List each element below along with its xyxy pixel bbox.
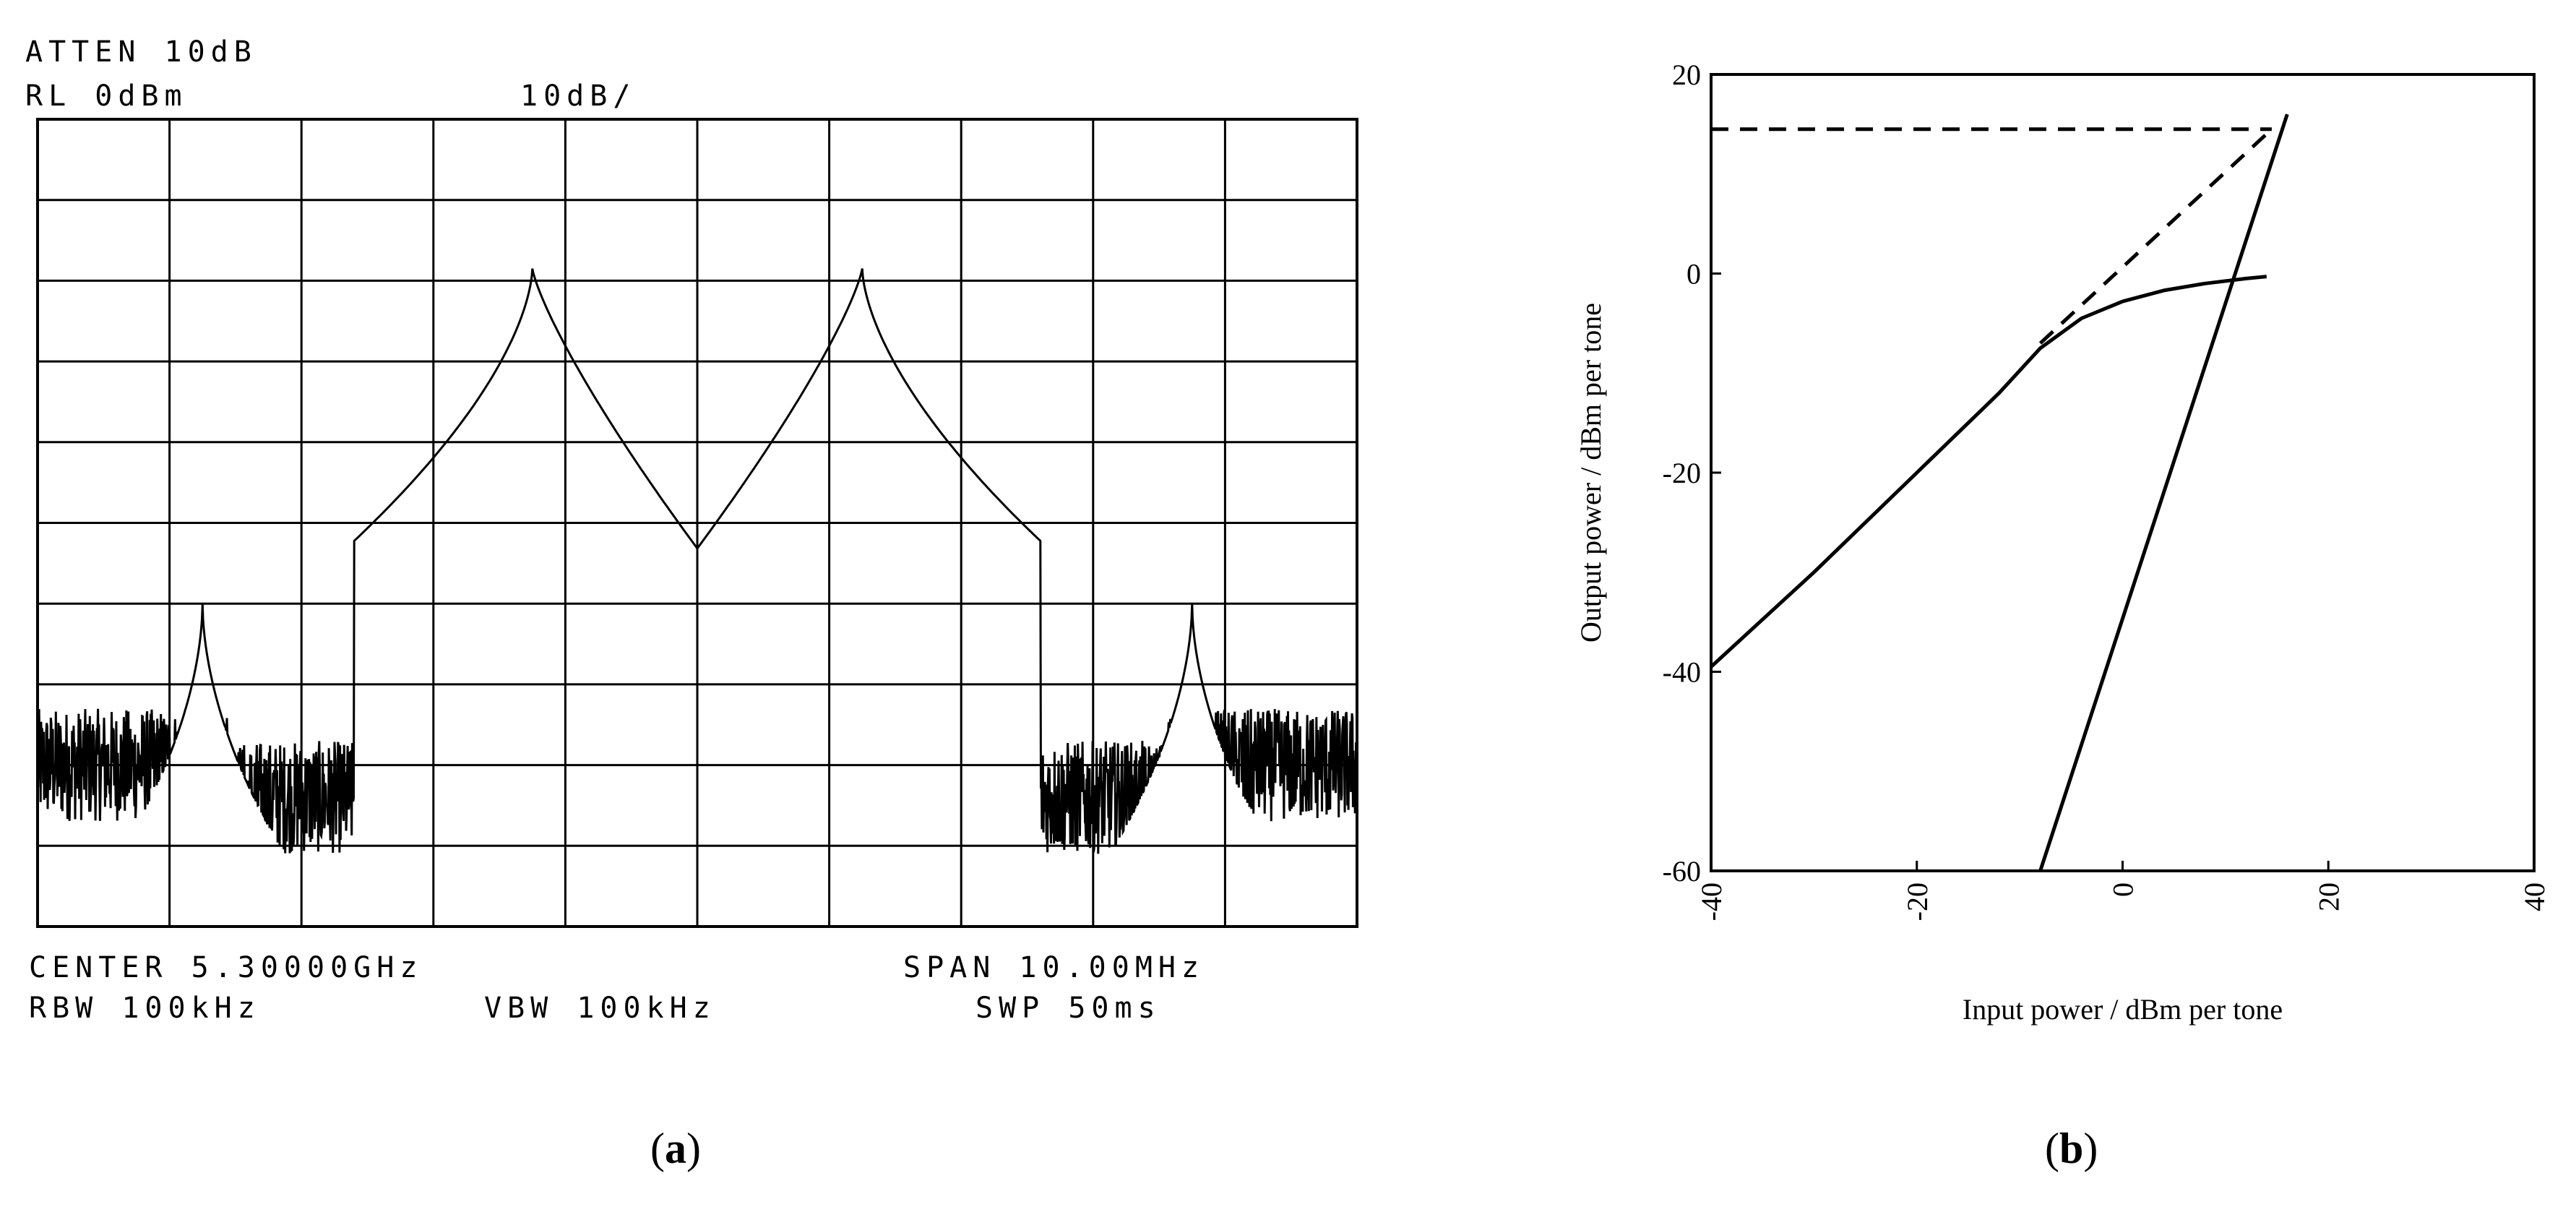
y-tick-label: 20 <box>1672 59 1701 91</box>
panel-label-a: (a) <box>650 1125 701 1172</box>
center-freq-label: CENTER 5.30000GHz <box>29 951 423 984</box>
sweep-label: SWP 50ms <box>975 992 1161 1025</box>
x-tick-label: 40 <box>2518 882 2551 911</box>
atten-label: ATTEN 10dB <box>25 35 257 69</box>
vbw-label: VBW 100kHz <box>484 992 716 1025</box>
spectrum-grid <box>36 118 1358 928</box>
ip3-panel: 20 0 -20 -40 -60 -40 -20 0 20 40 Input power / dB… <box>1517 0 2576 1209</box>
y-tick-label: -40 <box>1663 656 1701 689</box>
ip3-chart: 200-20-40-60-40 -20 0 20 40 Input power / dB… <box>1575 59 2551 1026</box>
spectrum-trace <box>36 268 1358 854</box>
y-axis-label: Output power / dBm per tone <box>1575 303 1607 642</box>
x-tick-label: -20 <box>1901 882 1934 921</box>
x-tick-label: -40 <box>1695 882 1728 921</box>
series-line-0 <box>1710 275 2267 669</box>
ref-level-label: RL 0dBm <box>25 79 188 113</box>
spectrum-chart: ATTEN 10dB RL 0dBm 10dB/ CENTER 5.30000G… <box>25 35 1358 1025</box>
span-label: SPAN 10.00MHz <box>903 951 1205 984</box>
x-tick-label: 20 <box>2312 882 2345 911</box>
plot-frame <box>1710 73 2536 872</box>
x-tick-label: 0 <box>2107 882 2140 897</box>
x-axis-label: Input power / dBm per tone <box>1963 993 2283 1026</box>
y-tick-label: -60 <box>1663 855 1701 887</box>
ip3-axes: 200-20-40-60-40 -20 0 20 40 <box>1663 59 2551 921</box>
series-line-1 <box>2038 127 2273 345</box>
ip3-series <box>1710 113 2289 872</box>
scale-label: 10dB/ <box>520 79 636 113</box>
y-tick-label: -20 <box>1663 457 1701 489</box>
y-tick-label: 0 <box>1687 258 1701 291</box>
rbw-label: RBW 100kHz <box>29 992 261 1025</box>
series-line-2 <box>2038 113 2289 872</box>
spectrum-panel: ATTEN 10dB RL 0dBm 10dB/ CENTER 5.30000G… <box>25 35 1358 1172</box>
panel-label-b: (b) <box>2045 1125 2098 1172</box>
